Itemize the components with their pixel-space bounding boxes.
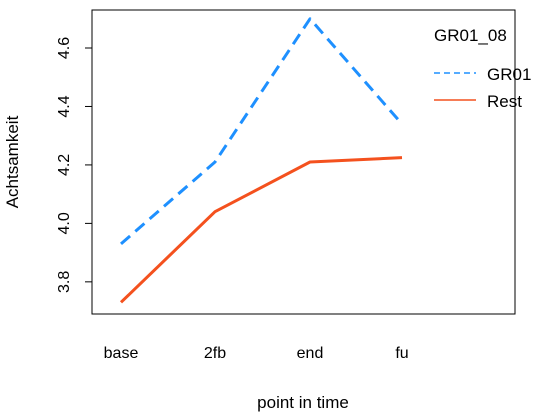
x-axis-label: point in time — [257, 393, 349, 412]
x-tick-label: base — [104, 345, 139, 362]
y-axis-label: Achtsamkeit — [3, 115, 22, 208]
x-axis: base 2fb end fu — [104, 345, 409, 362]
x-tick-label: 2fb — [204, 345, 226, 362]
legend-label-rest: Rest — [487, 92, 522, 111]
legend-title: GR01_08 — [434, 26, 507, 45]
series-line-rest — [121, 158, 402, 303]
y-tick-label: 4.6 — [56, 37, 73, 59]
y-tick-label: 4.4 — [56, 95, 73, 117]
series-line-gr01 — [121, 19, 402, 244]
legend-label-gr01: GR01 — [487, 65, 531, 84]
x-tick-label: fu — [395, 345, 408, 362]
x-tick-label: end — [297, 345, 324, 362]
y-tick-label: 3.8 — [56, 271, 73, 293]
y-tick-label: 4.2 — [56, 154, 73, 176]
y-tick-label: 4.0 — [56, 212, 73, 234]
plot-content — [121, 19, 402, 303]
legend: GR01_08 GR01 Rest — [434, 26, 531, 111]
y-axis: 3.8 4.0 4.2 4.4 4.6 — [56, 37, 92, 293]
